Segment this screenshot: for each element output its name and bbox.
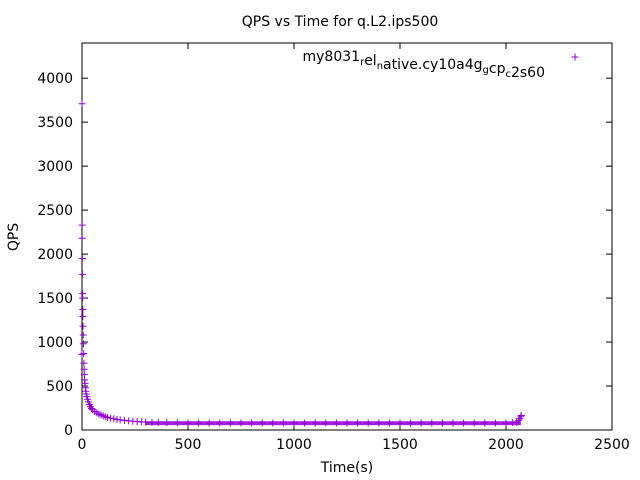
data-point [79,322,87,330]
data-point [375,419,383,427]
data-point [449,419,457,427]
data-point [407,419,415,427]
data-point [417,419,425,427]
data-point [80,359,88,367]
data-point [290,419,298,427]
data-point [79,331,87,339]
data-point [173,419,181,427]
y-tick-label: 2000 [37,247,73,263]
x-tick-label: 1000 [276,437,312,453]
data-point [142,418,150,426]
y-tick-label: 2500 [37,203,73,219]
data-point [343,419,351,427]
data-point [269,419,277,427]
data-point [517,411,525,419]
data-point [301,419,309,427]
legend-label-part: 2s60 [511,65,545,81]
data-point [163,419,171,427]
data-point [78,221,86,229]
y-axis-label: QPS [6,223,22,251]
data-point [332,419,340,427]
data-point [78,100,86,108]
data-point [110,415,118,423]
x-axis-label: Time(s) [320,460,373,476]
legend-label-part: cp [489,61,506,77]
data-point [237,419,245,427]
data-point [481,419,489,427]
y-tick-label: 3000 [37,159,73,175]
data-point [491,419,499,427]
data-point [216,419,224,427]
data-point [78,350,86,358]
y-tick-label: 4000 [37,71,73,87]
y-tick-label: 500 [46,379,73,395]
y-axis: 0 500 1000 1500 2000 2500 3000 3500 4000 [37,71,612,439]
x-tick-label: 2000 [488,437,524,453]
legend-label-part: el [364,53,377,69]
data-point [78,254,86,262]
legend-label-subscript: n [377,61,383,72]
data-point [120,416,128,424]
y-tick-label: 0 [64,423,73,439]
data-point [88,404,96,412]
legend-label-part: my8031 [303,49,361,65]
data-point [154,418,162,426]
data-point [311,419,319,427]
data-point [502,419,510,427]
data-point [470,419,478,427]
data-points [78,100,525,427]
data-point [428,419,436,427]
data-point [258,419,266,427]
data-point [364,419,372,427]
data-point [515,416,523,424]
data-point [103,414,111,422]
data-point [516,415,524,423]
legend-label: my8031relnative.cy10a4ggcpc2s60 [303,49,546,81]
data-point [226,419,234,427]
data-point [78,234,86,242]
y-tick-label: 1000 [37,335,73,351]
data-point [79,313,87,321]
data-point [205,419,213,427]
data-point [107,414,115,422]
data-point [322,419,330,427]
data-point [80,349,88,357]
legend-marker [571,53,579,61]
data-point [354,419,362,427]
data-point [438,419,446,427]
legend-label-subscript: r [360,57,365,68]
x-axis: 0 500 1000 1500 2000 2500 [78,43,630,453]
legend-label-subscript: g [483,65,489,76]
data-point [396,419,404,427]
data-point [148,418,156,426]
legend-marker-symbol [571,53,579,61]
data-point [248,419,256,427]
x-tick-label: 1500 [382,437,418,453]
data-point [184,419,192,427]
legend-label-subscript: c [505,69,511,80]
legend-label-part: ative.cy10a4g [383,57,482,73]
x-tick-label: 500 [175,437,202,453]
x-tick-label: 2500 [594,437,630,453]
legend: my8031relnative.cy10a4ggcpc2s60 [303,49,579,81]
data-point [79,294,87,302]
data-point [508,419,516,427]
data-point [79,306,87,314]
chart-title: QPS vs Time for q.L2.ips500 [242,14,439,30]
data-point [279,419,287,427]
y-tick-label: 1500 [37,291,73,307]
data-point [78,270,86,278]
x-tick-label: 0 [78,437,87,453]
data-point [79,340,87,348]
data-point [460,419,468,427]
data-point [385,419,393,427]
y-tick-label: 3500 [37,115,73,131]
data-point [195,419,203,427]
